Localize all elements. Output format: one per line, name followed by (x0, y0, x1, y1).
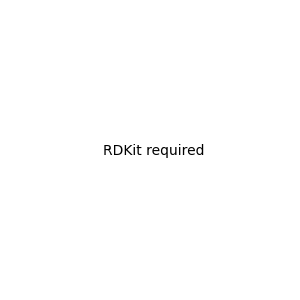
Text: RDKit required: RDKit required (103, 145, 205, 158)
